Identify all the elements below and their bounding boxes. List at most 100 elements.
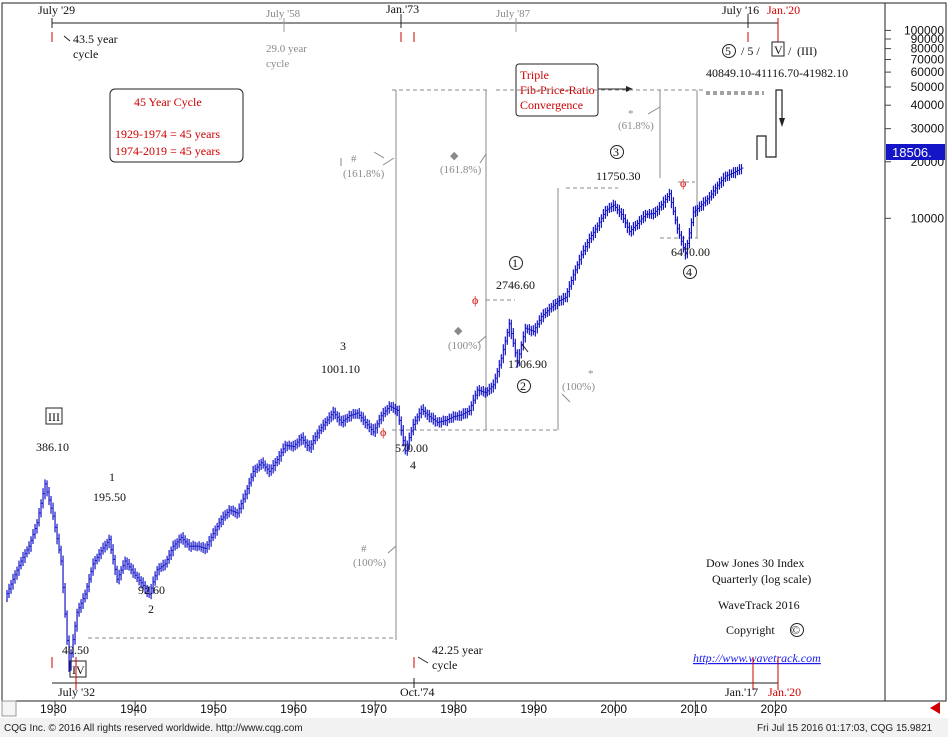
fib-100-c: (100%): [353, 557, 386, 569]
fib-1618-b: (161.8%): [440, 164, 482, 176]
wave2-circle-num: 2: [520, 379, 526, 393]
cycle43-label-b: cycle: [73, 47, 98, 61]
wave-III-box: [45, 407, 63, 425]
value-40: 40.50: [62, 643, 89, 657]
label-july29: July '29: [38, 3, 75, 17]
cycle43-pointer: [63, 35, 71, 42]
y-tick-label: 30000: [911, 122, 945, 136]
fib-star-1: *: [628, 108, 634, 120]
x-tick-label: 1990: [520, 702, 547, 716]
target-values: 40849.10-41116.70-41982.10: [706, 66, 848, 80]
wave-IV-box: [69, 660, 87, 678]
scroll-arrow-icon[interactable]: [930, 702, 940, 714]
copyright-circle: [790, 623, 804, 637]
label-jan20-bottom: Jan.'20: [768, 685, 801, 699]
fib-618: (61.8%): [618, 120, 654, 132]
copyright-symbol: ©: [791, 623, 800, 637]
info-copyright: Copyright: [726, 623, 775, 637]
fib-hash-2: #: [361, 543, 367, 555]
footer-bar: [0, 718, 948, 737]
cycle42-label-a: 42.25 year: [432, 643, 483, 657]
fib-618-pointer: [647, 106, 661, 115]
x-tick-label: 2010: [680, 702, 707, 716]
label-july87: July '87: [496, 8, 531, 20]
value-11750: 11750.30: [596, 169, 641, 183]
cycle45-line1: 1929-1974 = 45 years: [115, 127, 220, 141]
value-195: 195.50: [93, 490, 126, 504]
footer-left: CQG Inc. © 2016 All rights reserved worl…: [4, 723, 303, 734]
wave4-circle: [683, 265, 697, 279]
label-july32: July '32: [58, 685, 95, 699]
x-tick-label: 2000: [600, 702, 627, 716]
wave1-circle-num: 1: [512, 256, 518, 270]
triple-line1: Triple: [520, 68, 549, 82]
value-92: 92.60: [138, 583, 165, 597]
projected-arrowhead: [779, 118, 785, 127]
phi-marker-1: ϕ: [380, 425, 386, 439]
value-2746: 2746.60: [496, 278, 535, 292]
value-1706: 1706.90: [508, 357, 547, 371]
cycle45-title: 45 Year Cycle: [134, 95, 202, 109]
wave4-circle-num: 4: [686, 265, 692, 279]
value-386: 386.10: [36, 440, 69, 454]
cycle43-label-a: 43.5 year: [73, 32, 118, 46]
wave5-circle-num: 5: [725, 44, 731, 58]
projected-path: [756, 89, 783, 160]
wave-IV: IV: [72, 663, 85, 677]
scroll-left-button[interactable]: [1, 700, 17, 717]
wave-1: 1: [109, 470, 115, 484]
fib-star-2: *: [588, 368, 594, 380]
info-brand: WaveTrack 2016: [718, 598, 800, 612]
value-1001: 1001.10: [321, 362, 360, 376]
y-tick-label: 100000: [904, 23, 944, 37]
fib-100-b-pointer: [561, 393, 571, 403]
fib-1618-a: (161.8%): [343, 168, 385, 180]
wave-sep-1: / 5 /: [741, 44, 760, 58]
label-july16: July '16: [722, 3, 759, 17]
value-570: 570.00: [395, 441, 428, 455]
cycle45-line2: 1974-2019 = 45 years: [115, 144, 220, 158]
fib-100-a: (100%): [448, 340, 481, 352]
value-6470: 6470.00: [671, 245, 710, 259]
y-tick-label: 60000: [911, 65, 945, 79]
wave-V: V: [774, 43, 783, 57]
wave-3: 3: [340, 339, 346, 353]
y-tick-label: 10000: [911, 211, 945, 225]
x-tick-label: 1930: [40, 702, 67, 716]
value-1706-pointer: [521, 343, 529, 353]
wave-sep-2: /: [788, 44, 792, 58]
triple-arrowhead: [626, 86, 633, 92]
x-tick-label: 1980: [440, 702, 467, 716]
wave2-circle: [517, 379, 531, 393]
x-axis: 1930 1940 1950 1960 1970 1980 1990 2000 2010 2020: [40, 701, 788, 716]
y-tick-label: 90000: [911, 32, 945, 46]
triple-line2: Fib-Price-Ratio: [520, 83, 595, 97]
fib-diamond-2: ◆: [454, 325, 463, 337]
triple-line3: Convergence: [520, 98, 583, 112]
cycle29-label-b: cycle: [266, 58, 289, 70]
x-tick-label: 1970: [360, 702, 387, 716]
label-jan73: Jan.'73: [386, 2, 419, 16]
wave-V-box: [771, 41, 785, 57]
wave-4: 4: [410, 458, 416, 472]
x-tick-label: 1950: [200, 702, 227, 716]
fib-1618-b-pointer: [479, 153, 487, 164]
footer-right: Fri Jul 15 2016 01:17:03, CQG 15.9821: [757, 723, 933, 734]
y-tick-label: 50000: [911, 80, 945, 94]
price-box: [886, 144, 945, 160]
fib-hash-1: #: [351, 153, 357, 165]
fib-100-a-pointer: [477, 335, 487, 344]
phi-marker-2: ϕ: [472, 293, 478, 307]
cycle45-box: [109, 88, 244, 163]
fib-100-c-pointer: [387, 545, 397, 554]
fib-diamond-1: ◆: [450, 150, 459, 162]
wave5-circle: [722, 44, 736, 58]
x-tick-label: 2020: [760, 702, 787, 716]
wave1-circle: [509, 256, 523, 270]
wavetrack-link[interactable]: http://www.wavetrack.com: [693, 651, 821, 665]
cycle42-label-b: cycle: [432, 658, 457, 672]
x-tick-label: 1960: [280, 702, 307, 716]
current-price: 18506.: [892, 145, 932, 160]
